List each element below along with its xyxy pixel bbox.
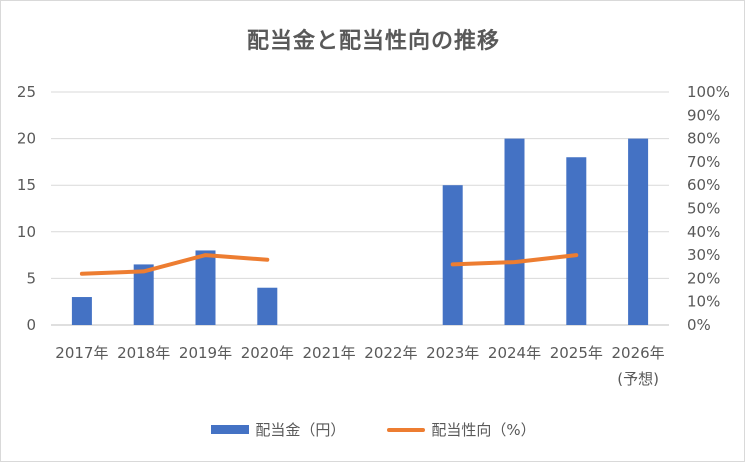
x-tick-label: 2026年: [612, 344, 665, 362]
bar-series: [71, 138, 649, 325]
gridlines: [51, 91, 669, 326]
legend-swatch-line: [387, 427, 426, 432]
right-tick-label: 20%: [687, 269, 720, 287]
right-tick-label: 90%: [687, 106, 720, 124]
bar: [71, 297, 92, 325]
left-tick-label: 15: [17, 176, 36, 194]
bar: [628, 138, 649, 325]
right-tick-label: 70%: [687, 153, 720, 171]
x-tick-label: 2022年: [364, 344, 417, 362]
right-tick-label: 80%: [687, 130, 720, 148]
x-tick-label: 2020年: [241, 344, 294, 362]
bar: [504, 138, 525, 325]
left-tick-label: 0: [26, 316, 36, 334]
left-tick-label: 5: [26, 269, 36, 287]
left-axis-ticks: 0 5 10 15 20 25: [17, 83, 36, 334]
payout-line-segment: [79, 253, 270, 276]
legend-swatch-bar: [211, 425, 250, 434]
x-tick-label: 2017年: [55, 344, 108, 362]
right-axis-ticks: 0% 10% 20% 30% 40% 50% 60% 70% 80% 90% 100%: [687, 83, 730, 334]
legend-label-payout: 配当性向（%）: [431, 421, 536, 439]
bar: [566, 157, 587, 325]
x-tick-label: 2025年: [550, 344, 603, 362]
left-tick-label: 10: [17, 223, 36, 241]
bar: [195, 250, 216, 325]
right-tick-label: 10%: [687, 293, 720, 311]
chart-title: 配当金と配当性向の推移: [246, 29, 500, 54]
x-tick-label: 2023年: [426, 344, 479, 362]
x-tick-label: 2021年: [303, 344, 356, 362]
right-tick-label: 100%: [687, 83, 730, 101]
x-tick-label: 2024年: [488, 344, 541, 362]
left-tick-label: 20: [17, 130, 36, 148]
payout-line-segment: [450, 253, 579, 267]
right-tick-label: 40%: [687, 223, 720, 241]
line-series: [79, 253, 579, 276]
right-tick-label: 30%: [687, 246, 720, 264]
x-tick-label: 2018年: [117, 344, 170, 362]
right-tick-label: 0%: [687, 316, 711, 334]
x-tick-sublabel: (予想): [617, 370, 659, 388]
legend-item-dividend: 配当金（円）: [211, 419, 345, 440]
x-tick-label: 2019年: [179, 344, 232, 362]
legend-label-dividend: 配当金（円）: [255, 421, 346, 439]
bar: [442, 185, 463, 325]
legend-item-payout: 配当性向（%）: [387, 419, 536, 440]
bar: [133, 264, 154, 325]
legend: 配当金（円） 配当性向（%）: [1, 419, 745, 440]
left-tick-label: 25: [17, 83, 36, 101]
right-tick-label: 60%: [687, 176, 720, 194]
bar: [257, 287, 278, 325]
x-axis-ticks: 2017年 2018年 2019年 2020年 2021年 2022年 2023年 2024年…: [55, 344, 664, 388]
right-tick-label: 50%: [687, 200, 720, 218]
